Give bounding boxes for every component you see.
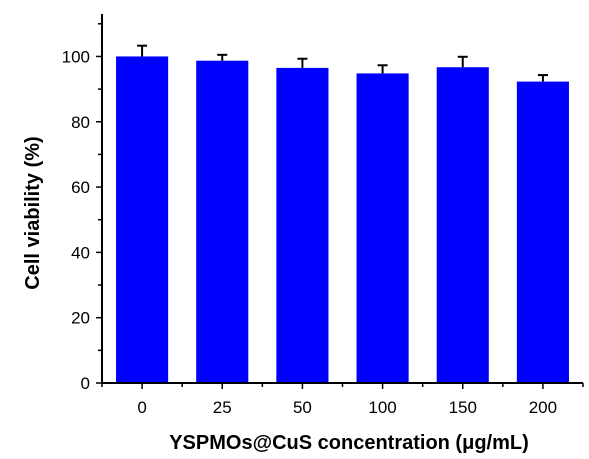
- x-tick-label-200: 200: [529, 398, 557, 417]
- bar-150: [436, 67, 489, 383]
- x-tick-label-150: 150: [449, 398, 477, 417]
- bar-50: [276, 67, 329, 383]
- y-tick-label-100: 100: [62, 47, 90, 66]
- x-tick-label-50: 50: [293, 398, 312, 417]
- bar-25: [196, 60, 249, 383]
- x-axis-title: YSPMOs@CuS concentration (μg/mL): [169, 432, 529, 454]
- tick-labels-layer: 0 25 50 100 150 200 0 20 40 60 80 100: [62, 47, 557, 417]
- x-tick-label-25: 25: [213, 398, 232, 417]
- bars-layer: [116, 56, 569, 384]
- axes-layer: [96, 14, 584, 389]
- x-tick-label-100: 100: [368, 398, 396, 417]
- y-tick-label-20: 20: [71, 309, 90, 328]
- x-tick-label-0: 0: [137, 398, 146, 417]
- error-bars-layer: [137, 44, 548, 82]
- bar-200: [516, 81, 569, 383]
- y-tick-label-80: 80: [71, 113, 90, 132]
- bar-0: [116, 56, 169, 383]
- y-tick-label-0: 0: [81, 374, 90, 393]
- y-axis-title: Cell viability (%): [22, 136, 44, 289]
- bar-100: [356, 73, 409, 384]
- y-tick-label-40: 40: [71, 243, 90, 262]
- y-tick-label-60: 60: [71, 178, 90, 197]
